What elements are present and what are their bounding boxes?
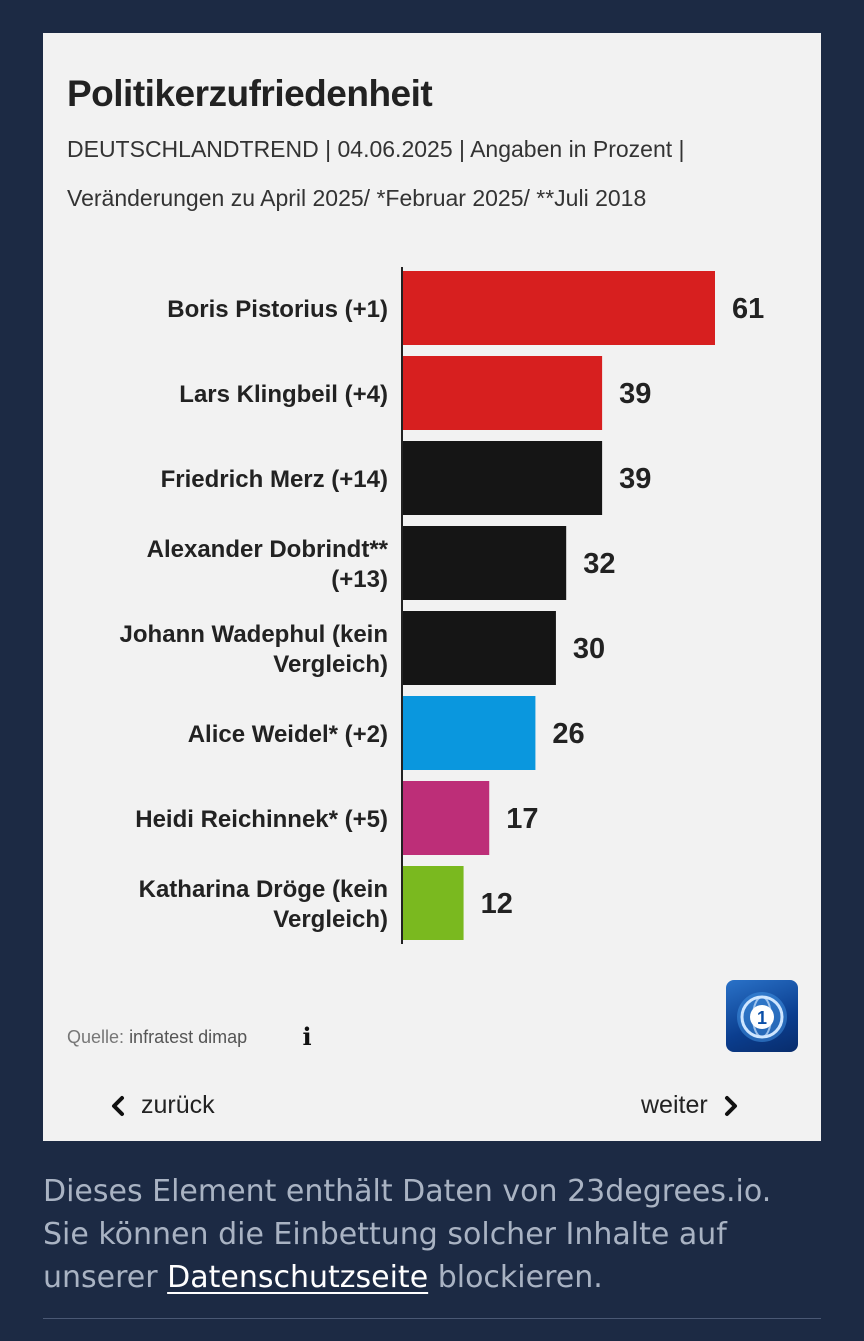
notice-text-after: blockieren. — [428, 1260, 603, 1295]
chart-subtitle-line2: Veränderungen zu April 2025/ *Februar 20… — [67, 185, 647, 211]
next-label: weiter — [641, 1091, 708, 1119]
source-label: Quelle: — [67, 1027, 125, 1047]
category-label: Vergleich) — [273, 906, 388, 933]
chart-title: Politikerzufriedenheit — [67, 73, 433, 114]
chevron-right-icon — [724, 1095, 737, 1116]
info-icon[interactable]: i — [302, 1022, 312, 1051]
category-label: (+13) — [331, 566, 388, 593]
back-label: zurück — [141, 1091, 215, 1119]
bar — [402, 526, 567, 600]
svg-text:1: 1 — [757, 1008, 767, 1028]
data-label: 32 — [583, 548, 615, 580]
tagesschau-logo: 1 — [726, 980, 798, 1052]
bar — [402, 696, 536, 770]
bar — [402, 271, 715, 345]
category-label: Johann Wadephul (kein — [120, 621, 388, 648]
category-label: Boris Pistorius (+1) — [167, 296, 388, 323]
bar — [402, 356, 603, 430]
category-label: Lars Klingbeil (+4) — [179, 381, 388, 408]
data-label: 39 — [619, 378, 651, 410]
data-label: 39 — [619, 463, 651, 495]
notice-text-before: Dieses Element enthält Daten von 23degre… — [43, 1174, 772, 1295]
category-label: Vergleich) — [273, 651, 388, 678]
category-label: Friedrich Merz (+14) — [161, 466, 388, 493]
privacy-page-link[interactable]: Datenschutzseite — [167, 1260, 429, 1295]
chart-subtitle-line1: DEUTSCHLANDTREND | 04.06.2025 | Angaben … — [67, 136, 685, 162]
source-note: Quelle: infratest dimap — [67, 1027, 247, 1048]
data-label: 30 — [573, 633, 605, 665]
back-button[interactable]: zurück — [107, 1091, 215, 1120]
data-label: 26 — [552, 718, 584, 750]
bar — [402, 866, 464, 940]
data-label: 12 — [481, 888, 513, 920]
bar — [402, 611, 556, 685]
divider — [43, 1318, 821, 1319]
embed-notice: Dieses Element enthält Daten von 23degre… — [43, 1170, 823, 1299]
category-label: Katharina Dröge (kein — [139, 876, 388, 903]
category-label: Alice Weidel* (+2) — [188, 721, 388, 748]
bar — [402, 441, 603, 515]
next-button[interactable]: weiter — [641, 1091, 742, 1120]
source-value: infratest dimap — [129, 1027, 248, 1047]
bar-chart: 61 Boris Pistorius (+1) 39 Lars Klingbeil (… — [120, 267, 764, 944]
bar — [402, 781, 490, 855]
data-label: 61 — [732, 293, 764, 325]
data-label: 17 — [506, 803, 538, 835]
category-label: Alexander Dobrindt** — [147, 536, 389, 563]
chart-card: Politikerzufriedenheit DEUTSCHLANDTREND … — [43, 33, 821, 1141]
category-label: Heidi Reichinnek* (+5) — [135, 806, 388, 833]
chevron-left-icon — [112, 1095, 124, 1116]
